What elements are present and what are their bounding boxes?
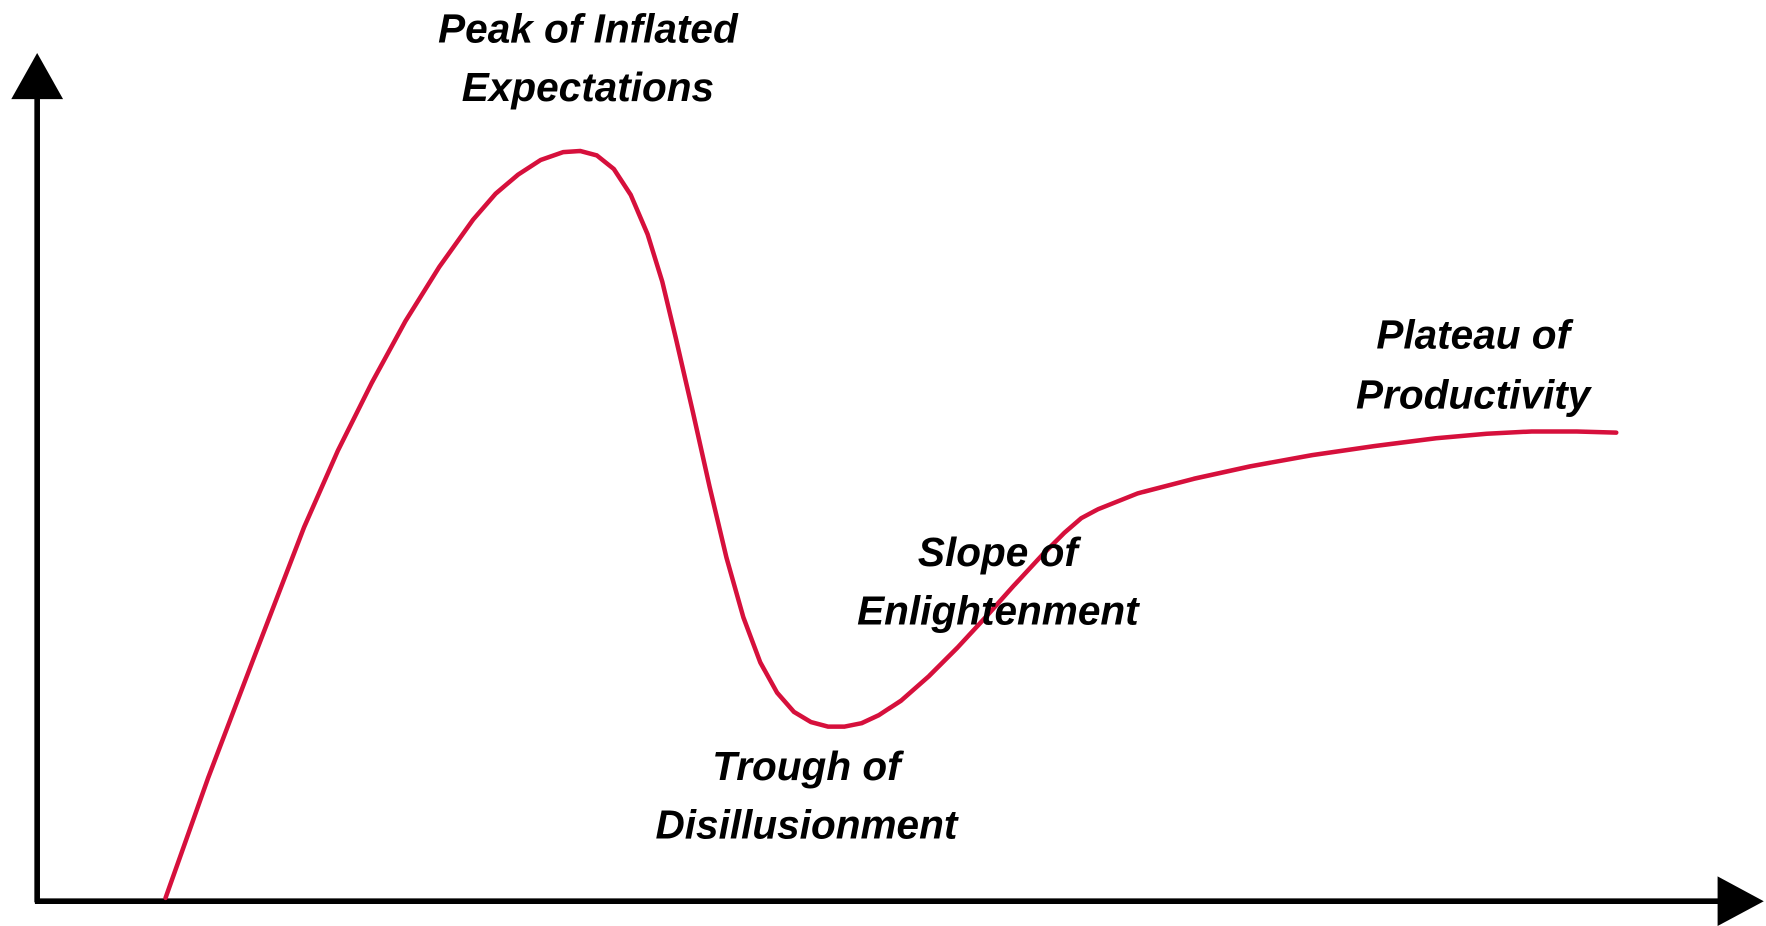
label-line: Plateau of [1376,312,1573,358]
label-line: Expectations [462,64,714,110]
label-line: Enlightenment [857,588,1140,634]
label-line: Trough of [712,743,904,789]
label-line: Slope of [918,529,1081,575]
hype-curve [163,148,1619,901]
x-axis-arrow [1717,876,1764,926]
label-line: Peak of Inflated [438,5,739,51]
label-line: Productivity [1356,371,1593,417]
y-axis-arrow [11,52,64,100]
label-line: Disillusionment [655,802,958,848]
diagram-body: Peak of Inflated Expectations Slope of E… [11,5,1764,926]
